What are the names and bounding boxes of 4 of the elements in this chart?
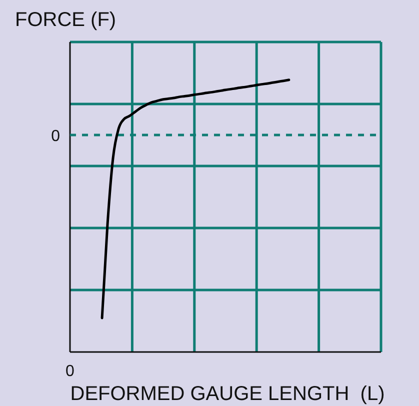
- y-axis-title: FORCE (F): [15, 9, 116, 31]
- text: 0: [66, 363, 75, 380]
- ref-line-label: 0: [51, 128, 60, 145]
- x-axis-title: DEFORMED GAUGE LENGTH (L): [70, 383, 385, 405]
